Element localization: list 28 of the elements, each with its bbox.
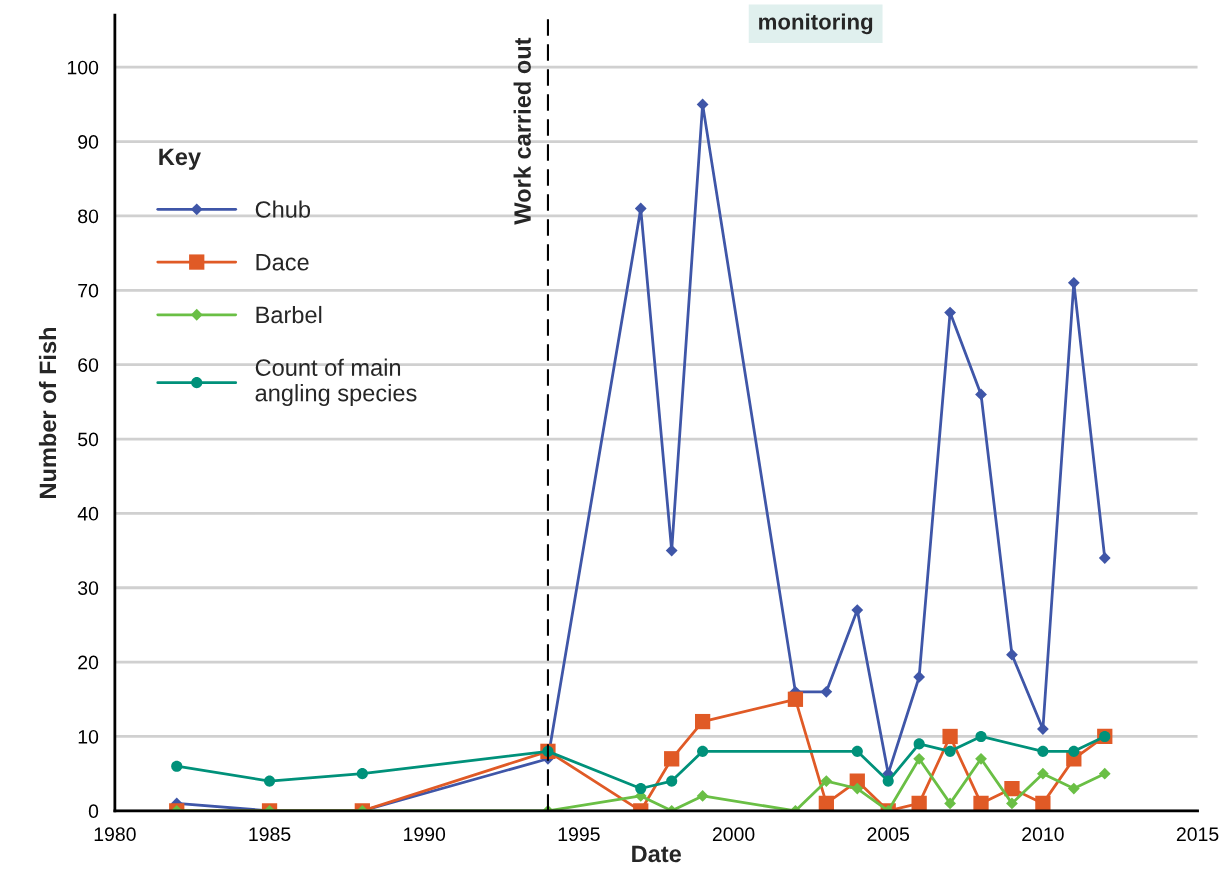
y-tick-label: 40 — [77, 506, 99, 521]
y-tick-label: 80 — [78, 209, 99, 224]
y-tick-label: 20 — [78, 655, 99, 670]
legend-label: Dace — [256, 254, 309, 271]
x-tick-label: 1980 — [94, 827, 136, 842]
y-tick-label: 10 — [78, 729, 99, 744]
y-tick-label: 0 — [88, 804, 99, 819]
y-tick-label: 60 — [78, 358, 99, 372]
ref-line-label: Work carried out — [513, 37, 531, 225]
x-tick-label: 1990 — [404, 827, 446, 842]
x-tick-label: 1985 — [249, 827, 291, 842]
x-tick-label: 2010 — [1022, 827, 1064, 842]
y-axis-title: Number of Fish — [38, 327, 57, 498]
x-axis-title: Date — [632, 845, 681, 863]
y-tick-label: 100 — [67, 60, 99, 75]
x-tick-label: 2000 — [712, 827, 755, 842]
x-tick-label: 1995 — [558, 827, 600, 842]
y-tick-label: 30 — [78, 581, 99, 595]
legend-title: Key — [159, 148, 201, 170]
y-tick-label: 90 — [78, 135, 99, 149]
y-tick-label: 70 — [78, 283, 99, 298]
annotation: monitoring — [759, 13, 873, 35]
legend-label: Barbel — [256, 305, 322, 324]
x-tick-label: 2015 — [1176, 827, 1219, 842]
legend-label: Count of main angling species — [255, 358, 417, 407]
y-tick-label: 50 — [78, 432, 99, 447]
x-tick-label: 2005 — [867, 827, 910, 842]
legend-label: Chub — [255, 200, 311, 218]
